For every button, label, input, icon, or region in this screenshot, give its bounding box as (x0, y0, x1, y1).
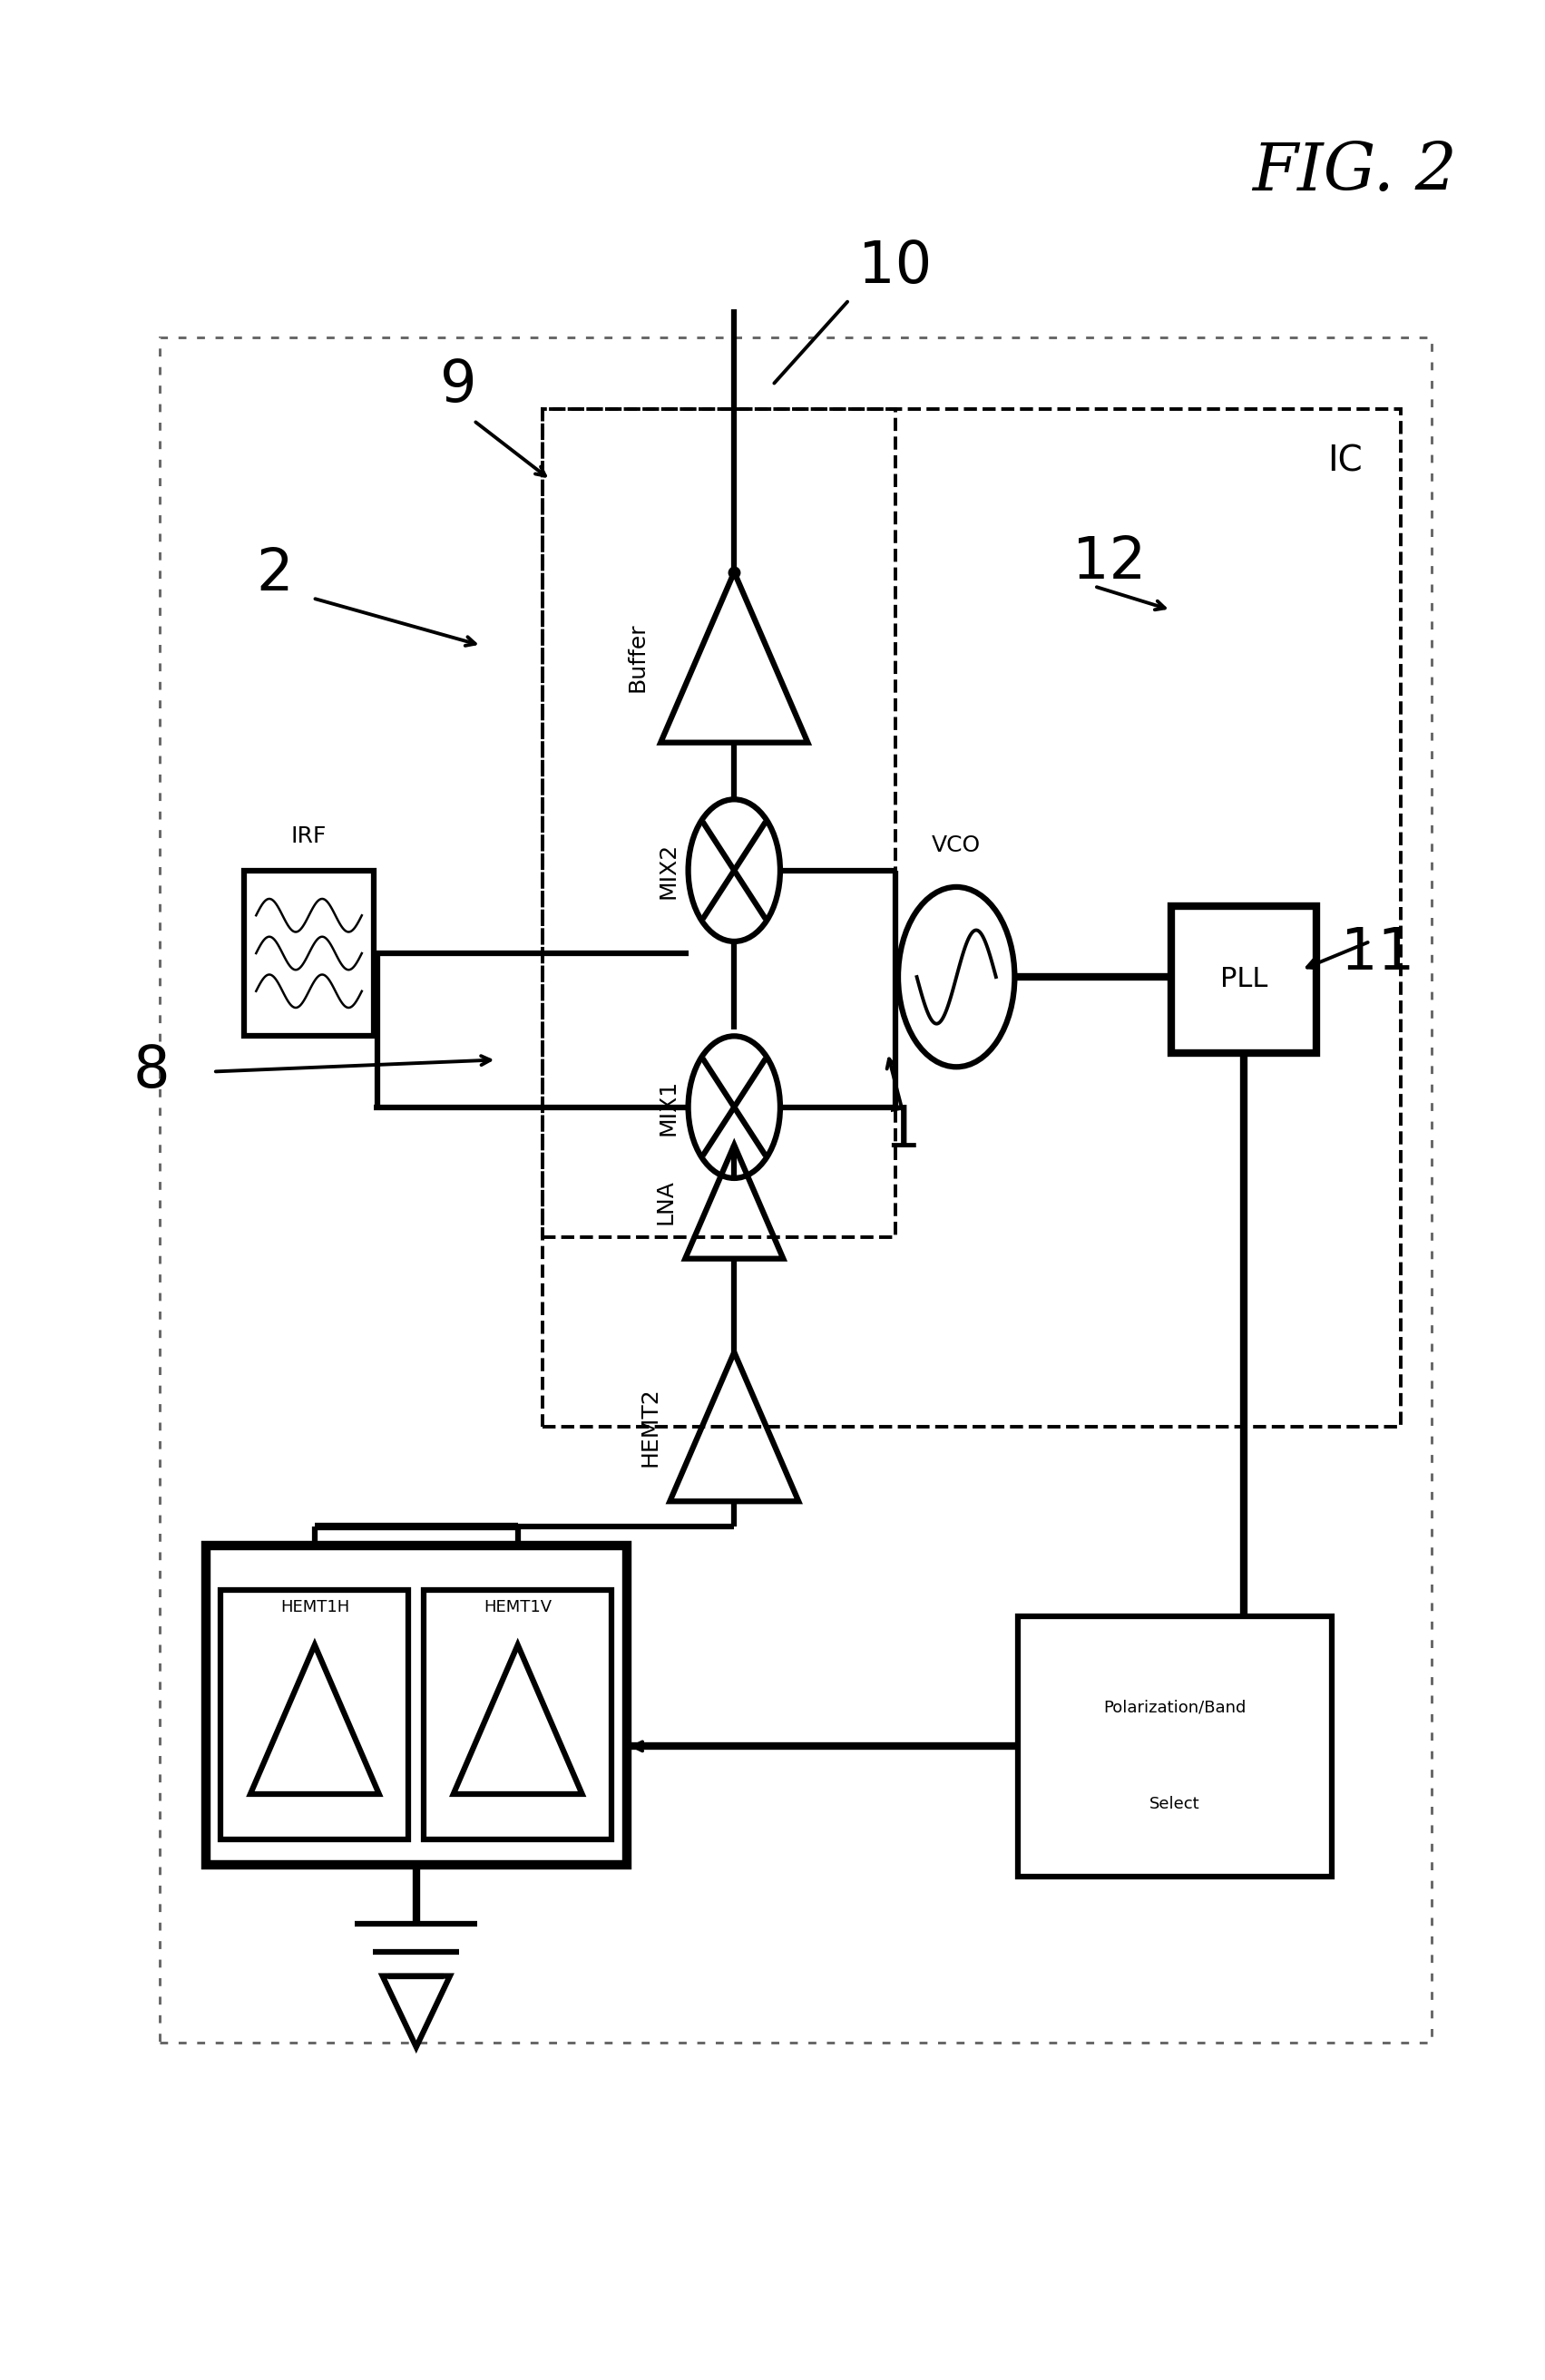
Bar (221, 1590, 408, 1840)
Bar (205, 1545, 627, 1864)
Bar (542, 409, 895, 1238)
Text: IC: IC (1327, 445, 1363, 478)
Text: 10: 10 (857, 238, 932, 295)
Text: MIX2: MIX2 (657, 843, 678, 900)
Text: PLL: PLL (1221, 966, 1267, 992)
Text: FIG. 2: FIG. 2 (1253, 140, 1457, 205)
Text: 1: 1 (884, 1102, 921, 1159)
Text: HEMT2: HEMT2 (640, 1388, 661, 1466)
Text: Polarization/Band: Polarization/Band (1103, 1699, 1247, 1716)
Text: LNA: LNA (654, 1178, 677, 1223)
Text: 2: 2 (256, 547, 294, 602)
Text: Select: Select (1149, 1795, 1200, 1811)
Text: HEMT1V: HEMT1V (484, 1599, 552, 1616)
Text: 8: 8 (133, 1042, 170, 1100)
Text: 9: 9 (440, 357, 477, 414)
Text: 11: 11 (1341, 926, 1415, 981)
Bar (1171, 907, 1316, 1052)
Bar (1018, 1616, 1332, 1875)
Text: Buffer: Buffer (627, 624, 649, 693)
Text: VCO: VCO (932, 835, 981, 857)
Bar (423, 1590, 612, 1840)
Bar (244, 871, 374, 1035)
Text: IRF: IRF (290, 826, 328, 847)
Text: 12: 12 (1072, 536, 1146, 590)
Bar (542, 409, 1401, 1426)
Bar (159, 338, 1431, 2042)
Text: HEMT1H: HEMT1H (280, 1599, 349, 1616)
Text: MIX1: MIX1 (657, 1078, 678, 1135)
